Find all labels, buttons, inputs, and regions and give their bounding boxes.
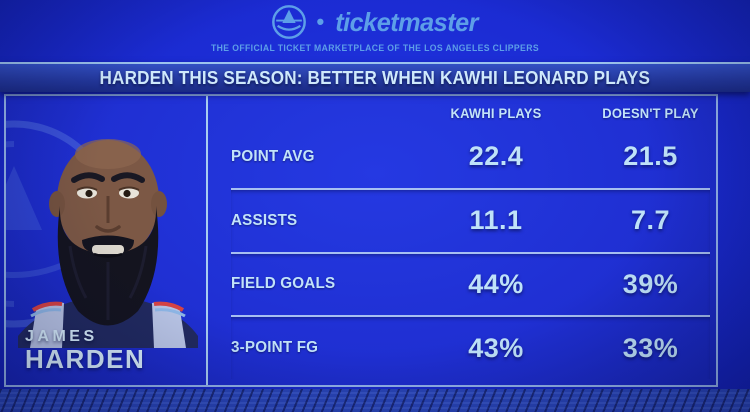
column-header-doesnt-play: DOESN'T PLAY xyxy=(602,105,699,121)
stat-label: ASSISTS xyxy=(231,211,298,229)
headline-bar: HARDEN THIS SEASON: BETTER WHEN KAWHI LE… xyxy=(0,62,750,92)
stat-row-field-goals: FIELD GOALS 44% 39% xyxy=(231,251,710,316)
player-name: JAMES HARDEN xyxy=(25,327,146,374)
stat-row-point-avg: POINT AVG 22.4 21.5 xyxy=(231,126,710,188)
stat-row-assists: ASSISTS 11.1 7.7 xyxy=(231,187,710,252)
stat-value-doesnt-play: 7.7 xyxy=(630,205,671,236)
headline-text: HARDEN THIS SEASON: BETTER WHEN KAWHI LE… xyxy=(99,67,651,88)
stats-panel: JAMES HARDEN KAWHI PLAYS DOESN'T PLAY PO… xyxy=(4,94,718,387)
stat-value-kawhi-plays: 11.1 xyxy=(469,205,523,236)
stat-value-doesnt-play: 21.5 xyxy=(623,141,678,172)
set-floor-texture xyxy=(0,389,750,412)
stat-value-doesnt-play: 33% xyxy=(622,332,679,363)
stat-value-kawhi-plays: 43% xyxy=(468,332,524,363)
stats-header-row: KAWHI PLAYS DOESN'T PLAY xyxy=(231,96,710,126)
stats-table: KAWHI PLAYS DOESN'T PLAY POINT AVG 22.4 … xyxy=(208,96,716,385)
clippers-logo-icon xyxy=(271,5,306,39)
column-header-kawhi-plays: KAWHI PLAYS xyxy=(450,105,542,121)
james-harden-portrait xyxy=(18,139,198,348)
stat-label: POINT AVG xyxy=(231,147,315,165)
player-first-name: JAMES xyxy=(25,327,98,345)
stat-value-doesnt-play: 39% xyxy=(622,268,679,299)
sponsor-tagline: THE OFFICIAL TICKET MARKETPLACE OF THE L… xyxy=(211,43,539,53)
stat-label: 3-POINT FG xyxy=(231,339,319,357)
sponsor-branding: • ticketmaster THE OFFICIAL TICKET MARKE… xyxy=(0,2,750,53)
ticketmaster-wordmark: ticketmaster xyxy=(335,6,479,37)
player-panel: JAMES HARDEN xyxy=(6,96,208,385)
stat-value-kawhi-plays: 22.4 xyxy=(468,141,524,172)
stat-row-3-point-fg: 3-POINT FG 43% 33% xyxy=(231,315,710,379)
brand-separator-dot: • xyxy=(316,9,325,34)
stat-value-kawhi-plays: 44% xyxy=(468,268,524,299)
player-last-name: HARDEN xyxy=(25,343,146,374)
stat-label: FIELD GOALS xyxy=(231,275,336,293)
